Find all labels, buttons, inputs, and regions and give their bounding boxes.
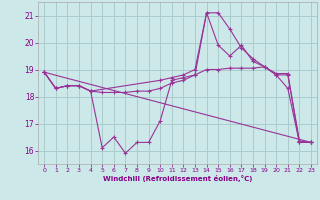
X-axis label: Windchill (Refroidissement éolien,°C): Windchill (Refroidissement éolien,°C)	[103, 175, 252, 182]
